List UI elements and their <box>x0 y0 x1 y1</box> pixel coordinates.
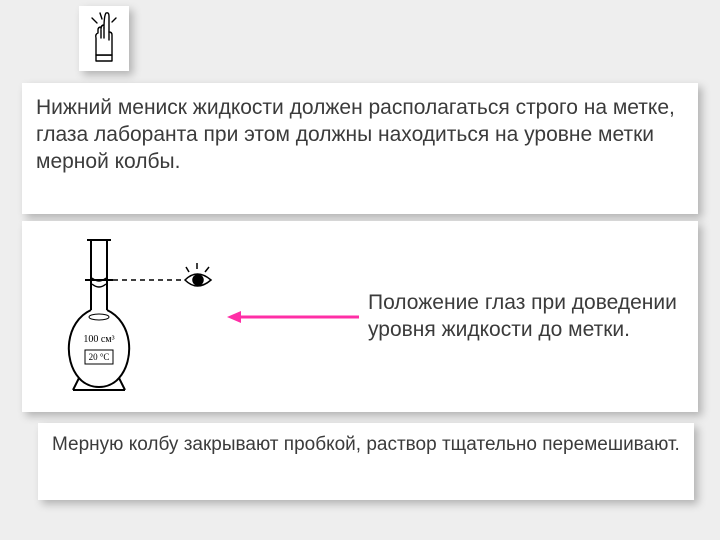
figure-caption-holder: Положение глаз при доведении уровня жидк… <box>362 290 688 344</box>
flask-volume-label: 100 см³ <box>83 334 114 345</box>
attention-icon-box <box>79 6 129 71</box>
flask-temp-label: 20 °С <box>88 352 109 362</box>
footer-text: Мерную колбу закрывают пробкой, раствор … <box>52 433 680 458</box>
footer-box: Мерную колбу закрывают пробкой, раствор … <box>38 423 694 500</box>
figure-caption: Положение глаз при доведении уровня жидк… <box>368 290 688 344</box>
slide: Нижний мениск жидкости должен располагат… <box>0 0 720 540</box>
pointing-hand-icon <box>86 10 122 67</box>
main-text: Нижний мениск жидкости должен располагат… <box>36 95 684 176</box>
flask-diagram: 100 см³ 20 °С <box>32 232 227 402</box>
figure-row: 100 см³ 20 °С <box>22 221 698 412</box>
arrow-icon <box>227 297 362 337</box>
main-text-box: Нижний мениск жидкости должен располагат… <box>22 83 698 214</box>
